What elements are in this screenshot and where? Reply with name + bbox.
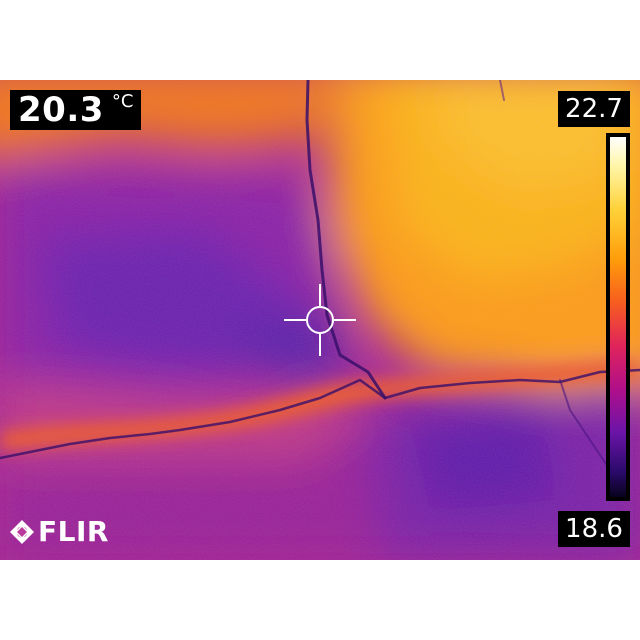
spot-temperature-value: 20.3 (18, 90, 104, 130)
spot-temperature-unit: °C (111, 91, 134, 112)
brand-wordmark: FLIR (38, 515, 109, 548)
scale-min-label: 18.6 (558, 511, 630, 547)
iron-palette-gradient (610, 137, 626, 497)
scale-max-label: 22.7 (558, 91, 630, 127)
temperature-scale-bar (606, 133, 630, 501)
thermal-image (0, 80, 640, 560)
brand-logo: FLIR (9, 516, 109, 548)
flir-logo-icon (10, 520, 34, 544)
crosshair-icon (284, 284, 356, 356)
spot-temperature-readout: 20.3 °C (10, 90, 142, 130)
